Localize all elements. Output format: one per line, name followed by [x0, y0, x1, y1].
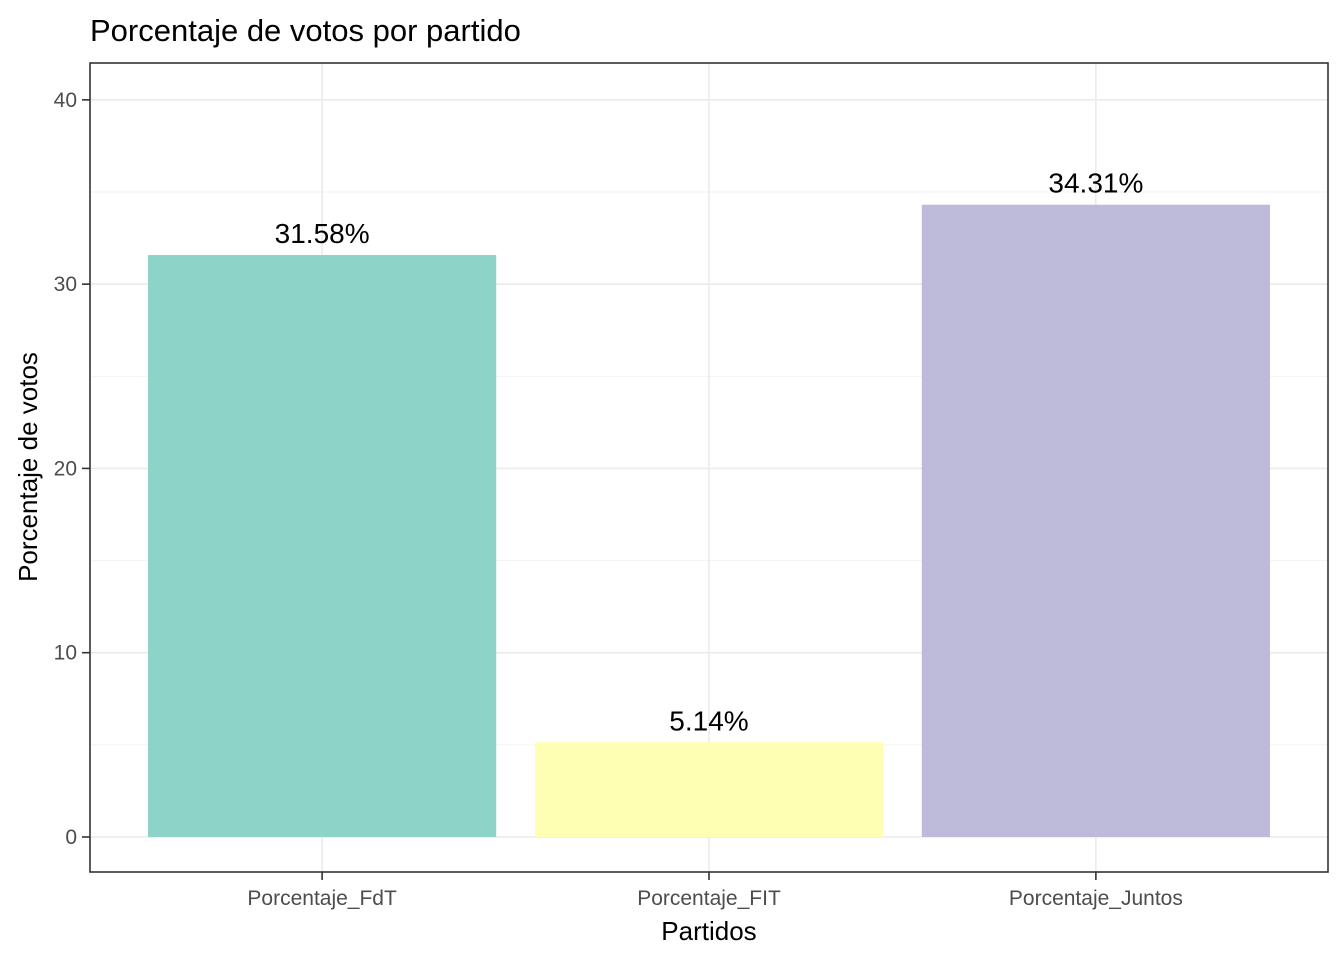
- x-tick-label: Porcentaje_Juntos: [1009, 887, 1183, 910]
- y-tick-label: 30: [54, 273, 77, 296]
- bar-value-labels: 31.58% 5.14% 34.31%: [275, 168, 1144, 737]
- y-tick-label: 40: [54, 89, 77, 112]
- bar-value-label: 5.14%: [669, 705, 748, 736]
- x-axis-title: Partidos: [661, 916, 756, 946]
- chart-title: Porcentaje de votos por partido: [90, 13, 521, 48]
- bar-Porcentaje_Juntos: [921, 204, 1270, 837]
- bar-value-label: 34.31%: [1048, 168, 1143, 199]
- y-tick-label: 0: [65, 826, 77, 849]
- y-tick-label: 20: [54, 457, 77, 480]
- x-tick-label: Porcentaje_FIT: [637, 887, 781, 910]
- bar-Porcentaje_FIT: [534, 742, 884, 837]
- y-axis-title: Porcentaje de votos: [13, 352, 43, 582]
- bar-Porcentaje_FdT: [148, 255, 497, 837]
- bar-value-label: 31.58%: [275, 218, 370, 249]
- y-axis: 0 10 20 30 40: [54, 89, 90, 849]
- y-tick-label: 10: [54, 642, 77, 665]
- x-tick-label: Porcentaje_FdT: [247, 887, 397, 910]
- bars: [148, 204, 1270, 837]
- x-axis: Porcentaje_FdT Porcentaje_FIT Porcentaje_J…: [247, 872, 1183, 910]
